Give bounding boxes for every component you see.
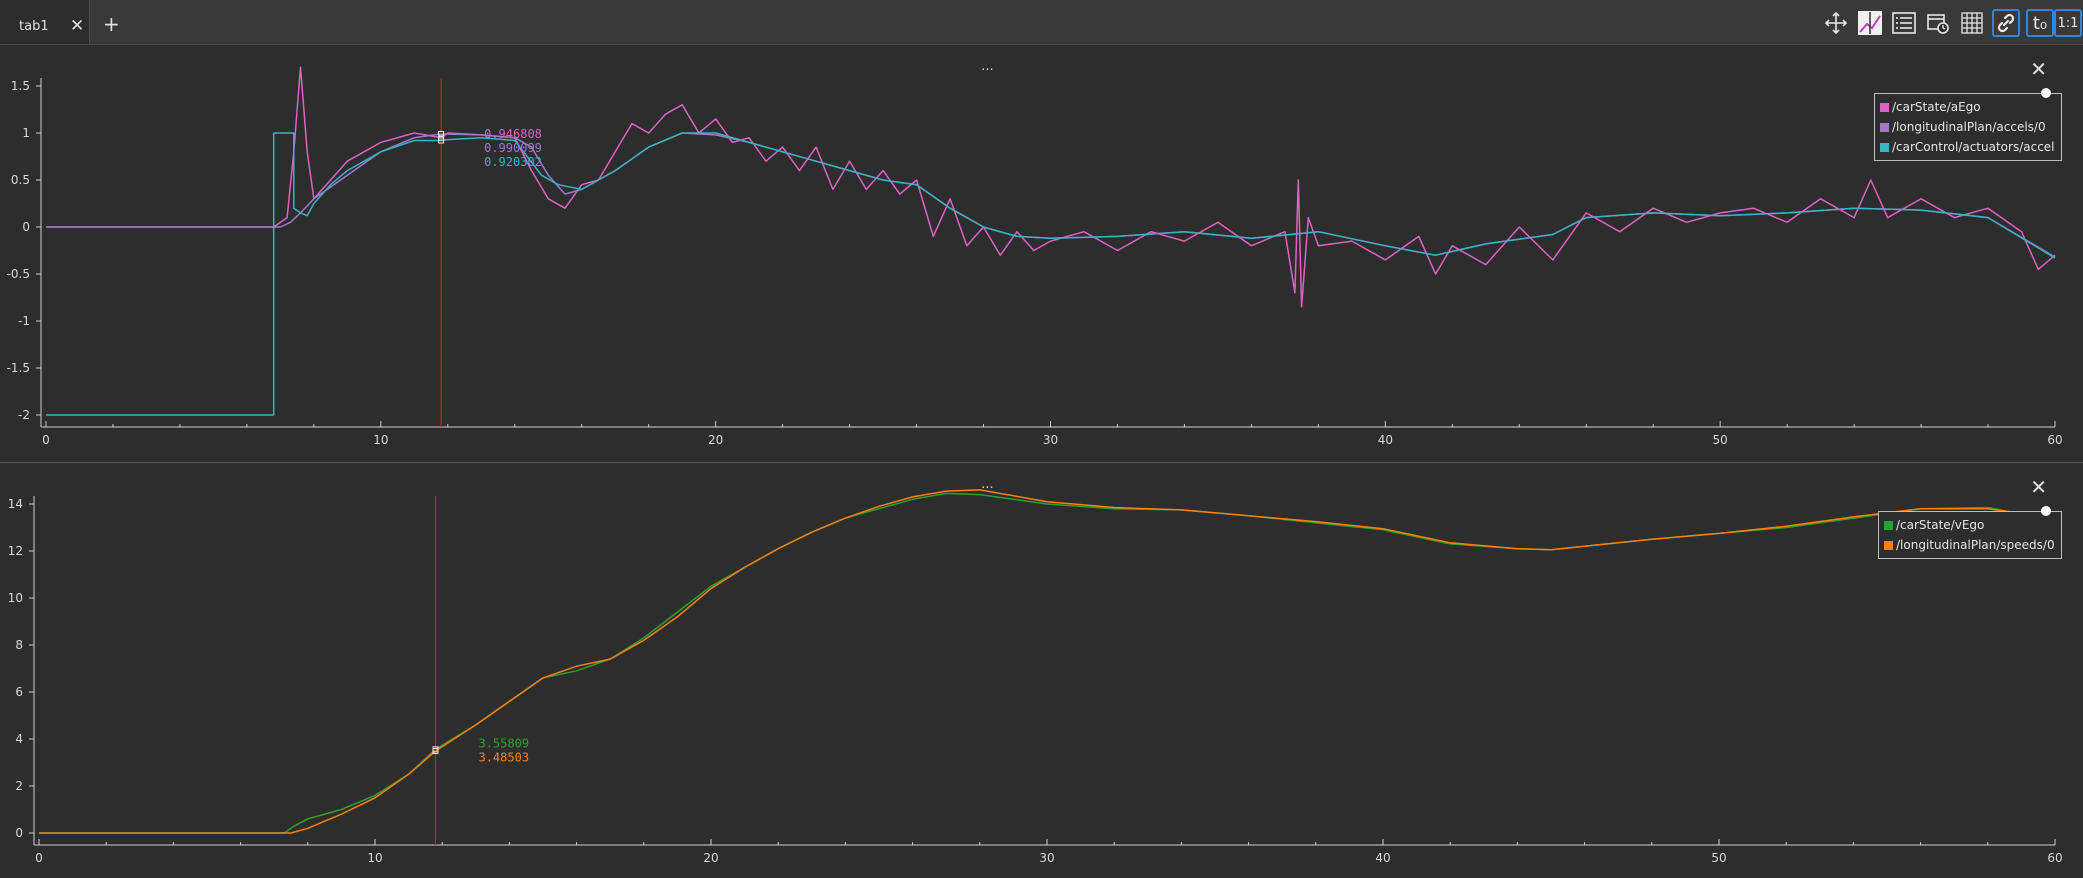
x-tick-label: 60: [2047, 433, 2062, 447]
time-offset-icon[interactable]: t₀: [2026, 9, 2054, 37]
plot-title: ...: [981, 59, 994, 74]
y-tick-label: 1.5: [11, 79, 30, 93]
cursor-value-label: 3.48503: [478, 750, 529, 764]
y-tick-label: 0.5: [11, 173, 30, 187]
legend-list-icon[interactable]: [1890, 9, 1918, 37]
legend-resize-handle[interactable]: [2041, 506, 2051, 516]
x-tick-label: 50: [1711, 851, 1726, 865]
x-tick-label: 50: [1713, 433, 1728, 447]
legend-label: /longitudinalPlan/accels/0: [1892, 120, 2046, 134]
legend-item[interactable]: /longitudinalPlan/accels/0: [1880, 117, 2055, 137]
cursor-value-label: 0.990099: [484, 141, 542, 155]
legend-label: /longitudinalPlan/speeds/0: [1896, 538, 2055, 552]
x-tick-label: 30: [1043, 433, 1058, 447]
cursor-point-marker: [438, 130, 445, 137]
series-line: [39, 489, 2056, 834]
legend-swatch: [1880, 122, 1889, 132]
y-tick-label: 2: [15, 779, 23, 793]
series-line: [46, 66, 2056, 308]
y-tick-label: -0.5: [7, 267, 30, 281]
y-tick-label: 0: [15, 826, 23, 840]
y-tick-label: 10: [8, 591, 23, 605]
move-icon[interactable]: [1822, 9, 1850, 37]
tab-tab1[interactable]: tab1 ✕: [0, 0, 90, 44]
zoom-to-fit-icon[interactable]: [1856, 9, 1884, 37]
y-tick-label: 6: [15, 685, 23, 699]
legend-label: /carControl/actuators/accel: [1892, 140, 2055, 154]
cursor-point-marker: [432, 747, 439, 754]
close-plot-icon[interactable]: ✕: [2030, 475, 2047, 499]
tab-label: tab1: [19, 19, 49, 34]
legend-item[interactable]: /longitudinalPlan/speeds/0: [1884, 535, 2055, 555]
cursor-value-label: 0.946808: [484, 127, 542, 141]
x-tick-label: 40: [1375, 851, 1390, 865]
tab-close-icon[interactable]: ✕: [70, 16, 85, 36]
tab-bar: tab1 ✕ + t₀ 1:1: [0, 0, 2083, 45]
time-calendar-icon[interactable]: [1924, 9, 1952, 37]
x-tick-label: 0: [42, 433, 50, 447]
ratio-icon[interactable]: 1:1: [2054, 9, 2082, 37]
link-icon[interactable]: [1992, 9, 2020, 37]
plot-legend[interactable]: /carState/aEgo/longitudinalPlan/accels/0…: [1874, 93, 2062, 161]
x-tick-label: 10: [373, 433, 388, 447]
cursor-value-label: 3.55809: [478, 736, 529, 750]
legend-swatch: [1880, 142, 1889, 152]
legend-item[interactable]: /carControl/actuators/accel: [1880, 137, 2055, 157]
legend-swatch: [1884, 540, 1893, 550]
plot-legend[interactable]: /carState/vEgo/longitudinalPlan/speeds/0: [1878, 511, 2062, 559]
series-line: [46, 132, 2056, 416]
y-tick-label: 4: [15, 732, 23, 746]
plot-panel-speed[interactable]: 0 2 4 6 8 10 12 14 0 10 20 30 40 50 60 3.55809 3.48503 .…: [0, 462, 2083, 878]
y-tick-label: 12: [8, 544, 23, 558]
legend-resize-handle[interactable]: [2041, 88, 2051, 98]
x-tick-label: 60: [2047, 851, 2062, 865]
y-tick-label: 8: [15, 638, 23, 652]
x-tick-label: 40: [1378, 433, 1393, 447]
series-line: [39, 492, 2056, 834]
legend-label: /carState/aEgo: [1892, 100, 1981, 114]
legend-item[interactable]: /carState/vEgo: [1884, 515, 2055, 535]
y-tick-label: 0: [22, 220, 30, 234]
y-tick-label: -2: [18, 408, 30, 422]
cursor-point-marker: [438, 137, 445, 144]
cursor-value-label: 0.920302: [484, 155, 542, 169]
close-plot-icon[interactable]: ✕: [2030, 57, 2047, 81]
x-tick-label: 0: [35, 851, 43, 865]
x-tick-label: 20: [708, 433, 723, 447]
y-tick-label: -1.5: [7, 361, 30, 375]
acceleration-chart[interactable]: -2 -1.5 -1 -0.5 0 0.5 1 1.5 0 10 20 30 40 50 60 0.94680…: [0, 45, 2083, 461]
legend-swatch: [1880, 102, 1889, 112]
plot-title: ...: [981, 477, 994, 492]
legend-item[interactable]: /carState/aEgo: [1880, 97, 2055, 117]
x-tick-label: 20: [703, 851, 718, 865]
y-tick-label: 1: [22, 126, 30, 140]
legend-swatch: [1884, 520, 1893, 530]
y-tick-label: -1: [18, 314, 30, 328]
plot-panel-acceleration[interactable]: -2 -1.5 -1 -0.5 0 0.5 1 1.5 0 10 20 30 40 50 60 0.94680…: [0, 45, 2083, 461]
legend-label: /carState/vEgo: [1896, 518, 1985, 532]
y-tick-label: 14: [8, 497, 23, 511]
x-tick-label: 30: [1039, 851, 1054, 865]
x-tick-label: 10: [367, 851, 382, 865]
add-tab-button[interactable]: +: [103, 12, 120, 36]
grid-icon[interactable]: [1958, 9, 1986, 37]
